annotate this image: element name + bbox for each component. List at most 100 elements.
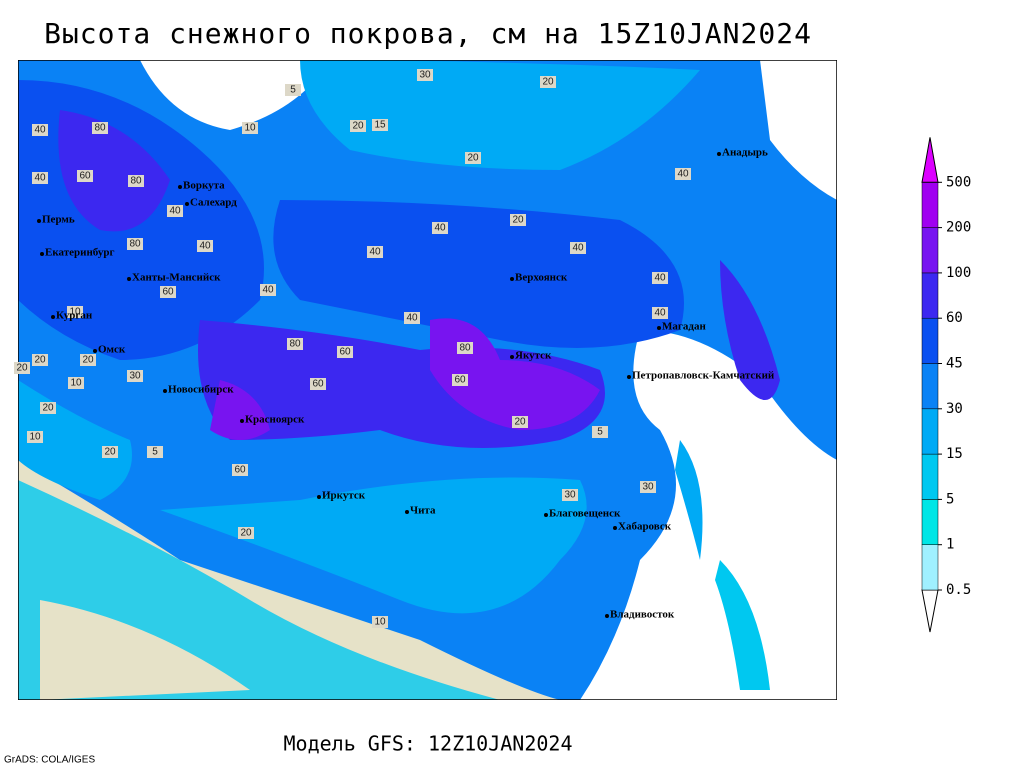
contour-label: 15 [374, 120, 386, 131]
city-label: Новосибирск [168, 384, 234, 396]
contour-label-box [80, 354, 96, 366]
city-label: Иркутск [322, 490, 366, 502]
contour-label-box [77, 170, 93, 182]
contour-label: 60 [312, 379, 324, 390]
city-label: Петропавловск-Камчатский [632, 370, 775, 382]
contour-label-box [540, 76, 556, 88]
contour-label: 40 [262, 285, 274, 296]
contour-label: 10 [70, 378, 82, 389]
contour-label: 40 [654, 273, 666, 284]
contour-label: 20 [104, 447, 116, 458]
contour-label: 60 [339, 347, 351, 358]
contour-label: 5 [152, 447, 158, 458]
contour-label: 40 [572, 243, 584, 254]
snow-area [273, 200, 684, 348]
map [18, 60, 837, 700]
contour-label: 40 [369, 247, 381, 258]
contour-label-box [465, 152, 481, 164]
colorbar-segment [921, 363, 939, 410]
colorbar-label: 500 [946, 174, 971, 190]
contour-label: 60 [162, 287, 174, 298]
contour-label-box [32, 172, 48, 184]
contour-label-box [127, 238, 143, 250]
city-dot [127, 277, 131, 281]
contour-label-box [147, 446, 163, 458]
contour-label-box [102, 446, 118, 458]
contour-label-box [14, 362, 30, 374]
city-label: Воркута [183, 180, 225, 192]
contour-label: 10 [29, 432, 41, 443]
contour-label-box [127, 370, 143, 382]
contour-label: 20 [542, 77, 554, 88]
city-dot [185, 202, 189, 206]
city-dot [605, 614, 609, 618]
city-dot [510, 355, 514, 359]
contour-label-box [404, 312, 420, 324]
contour-label-box [310, 378, 326, 390]
contour-label: 30 [419, 70, 431, 81]
sakhalin [675, 440, 703, 560]
contour-label-box [512, 416, 528, 428]
colorbar-segment [921, 317, 939, 364]
city-label: Омск [98, 344, 126, 356]
snow-area [160, 477, 587, 614]
sea [140, 60, 330, 130]
contour-label-box [40, 402, 56, 414]
contour-label: 80 [459, 343, 471, 354]
contour-label: 30 [129, 371, 141, 382]
contour-label-box [92, 122, 108, 134]
contour-label-box [287, 338, 303, 350]
snow-area [58, 110, 170, 232]
contour-label: 5 [597, 427, 603, 438]
colorbar-segment [921, 499, 939, 545]
contour-label-box [68, 377, 84, 389]
contour-label-box [367, 246, 383, 258]
contour-label-box [232, 464, 248, 476]
contour-label-box [652, 272, 668, 284]
title: Высота снежного покрова, см на 15Z10JAN2… [44, 17, 812, 50]
colorbar-label: 60 [946, 310, 963, 326]
contour-label: 20 [82, 355, 94, 366]
contour-label: 60 [79, 171, 91, 182]
city-label: Чита [410, 505, 436, 517]
contour-label: 80 [130, 176, 142, 187]
city-dot [627, 375, 631, 379]
colorbar-label: 30 [946, 401, 963, 417]
contour-label-box [452, 374, 468, 386]
contour-label: 40 [654, 308, 666, 319]
contour-label: 20 [514, 417, 526, 428]
colorbar-label: 45 [946, 356, 963, 372]
contour-label-box [32, 354, 48, 366]
contour-label: 10 [244, 123, 256, 134]
sea [580, 330, 837, 700]
city-dot [613, 526, 617, 530]
contour-label: 80 [289, 339, 301, 350]
credit: GrADS: COLA/IGES [4, 755, 95, 766]
contour-label-box [27, 431, 43, 443]
city-dot [40, 252, 44, 256]
contour-label: 20 [352, 121, 364, 132]
cities: Воркута Салехард Пермь Екатеринбург Ханты-Ма… [37, 147, 775, 621]
contour-label-box [372, 616, 388, 628]
land-no-snow [40, 600, 250, 700]
contour-label: 20 [240, 528, 252, 539]
city-dot [717, 152, 721, 156]
city-dot [37, 219, 41, 223]
city-label: Благовещенск [549, 508, 621, 520]
contour-label: 40 [169, 206, 181, 217]
contour-label-box [128, 175, 144, 187]
contour-label-box [417, 69, 433, 81]
contour-label-box [510, 214, 526, 226]
colorbar-segment [921, 272, 939, 319]
contour-label-box [337, 346, 353, 358]
city-dot [93, 349, 97, 353]
contour-label-box [652, 307, 668, 319]
contour-label: 80 [129, 239, 141, 250]
city-dot [51, 315, 55, 319]
city-label: Салехард [190, 197, 237, 209]
city-label: Владивосток [610, 609, 675, 621]
contour-label: 10 [69, 307, 81, 318]
contour-label-box [570, 242, 586, 254]
contour-label: 40 [406, 313, 418, 324]
